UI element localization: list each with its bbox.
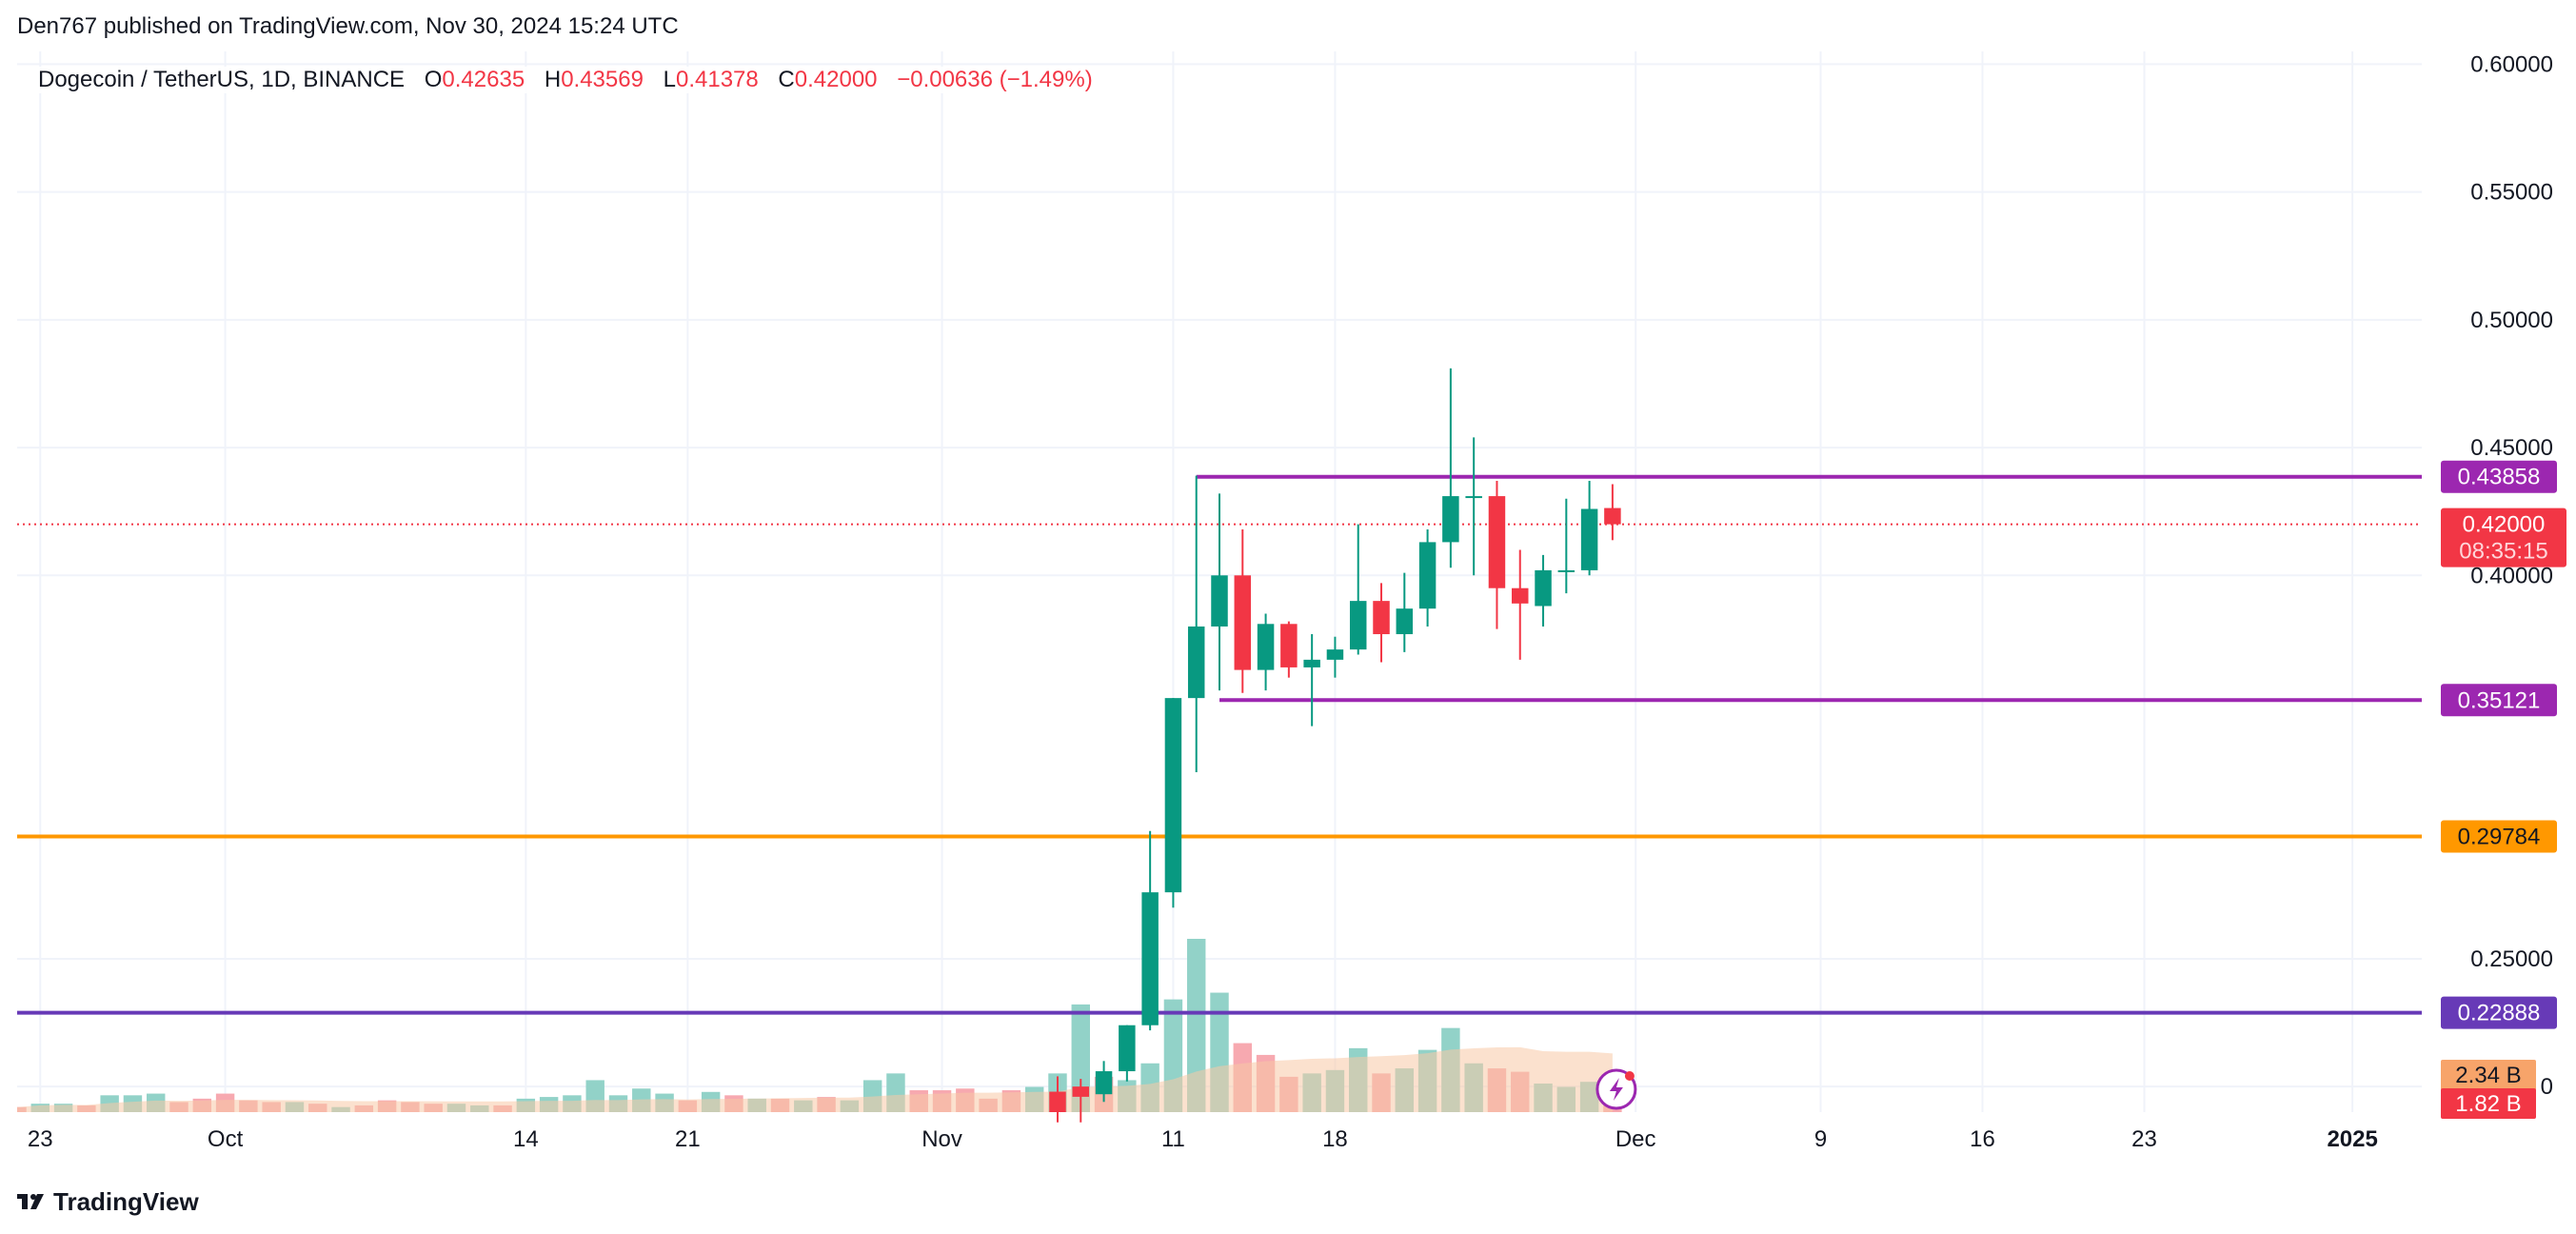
y-tick-label: 0: [2541, 1074, 2553, 1100]
candle-body: [1349, 601, 1367, 650]
y-tick-label: 0.25000: [2470, 946, 2553, 972]
volume-tag: [2441, 1060, 2536, 1090]
candle-body: [1535, 569, 1552, 607]
x-tick-label: 23: [2131, 1126, 2157, 1152]
candle-body: [1512, 587, 1529, 604]
high-value: 0.43569: [561, 67, 644, 92]
lightning-icon[interactable]: [1595, 1068, 1637, 1110]
candle-body: [1211, 575, 1228, 627]
low-label: L: [663, 67, 676, 92]
high-label: H: [544, 67, 562, 92]
last-price-tag: [2441, 508, 2566, 567]
x-tick-label: Oct: [208, 1126, 244, 1152]
ohlc-legend: Dogecoin / TetherUS, 1D, BINANCE O0.4263…: [34, 67, 1097, 93]
level-price-tag: [2441, 460, 2557, 493]
x-tick-label: 2025: [2327, 1126, 2377, 1152]
x-tick-label: 21: [675, 1126, 701, 1152]
candle-body: [1557, 569, 1575, 572]
x-tick-label: 14: [513, 1126, 539, 1152]
close-label: C: [778, 67, 795, 92]
candle-body: [1119, 1025, 1136, 1072]
candle-body: [1373, 601, 1390, 635]
level-price-tag: [2441, 820, 2557, 853]
x-tick-label: 16: [1970, 1126, 1995, 1152]
change-value: −0.00636 (−1.49%): [897, 67, 1093, 92]
x-tick-label: Dec: [1615, 1126, 1656, 1152]
close-value: 0.42000: [794, 67, 878, 92]
level-price-tag-text: 0.35121: [2458, 687, 2541, 713]
x-tick-label: 9: [1814, 1126, 1827, 1152]
symbol-label[interactable]: Dogecoin / TetherUS, 1D, BINANCE: [38, 67, 406, 92]
candle-body: [1280, 624, 1298, 667]
y-tick-label: 0.40000: [2470, 563, 2553, 588]
candle-body: [1141, 892, 1159, 1025]
tradingview-brand[interactable]: TradingView: [17, 1184, 199, 1219]
x-tick-label: 23: [28, 1126, 53, 1152]
publisher-byline: Den767 published on TradingView.com, Nov…: [17, 13, 679, 39]
candle-body: [1580, 508, 1598, 570]
volume-bar: [1071, 1004, 1090, 1112]
y-tick-label: 0.60000: [2470, 51, 2553, 77]
candle-body: [1396, 608, 1414, 635]
volume-bar: [1186, 939, 1206, 1112]
candle-body: [1488, 496, 1506, 588]
candle-body: [1095, 1071, 1113, 1095]
level-price-tag-text: 0.43858: [2458, 465, 2541, 490]
y-tick-label: 0.45000: [2470, 435, 2553, 461]
candle-body: [1072, 1086, 1090, 1097]
level-price-tag-text: 0.22888: [2458, 1001, 2541, 1026]
volume-ma-area: [17, 1046, 1613, 1112]
candle-body: [1604, 508, 1621, 525]
level-price-tag: [2441, 996, 2557, 1029]
last-price-tag-text: 0.42000: [2463, 512, 2546, 538]
x-tick-label: 18: [1322, 1126, 1348, 1152]
y-tick-label: 0.55000: [2470, 180, 2553, 206]
candle-body: [1442, 496, 1459, 543]
level-price-tag: [2441, 684, 2557, 717]
candle-body: [1418, 542, 1437, 609]
y-tick-label: 0.50000: [2470, 308, 2553, 333]
volume-tag-text: 2.34 B: [2455, 1063, 2521, 1088]
candle-body: [1303, 659, 1320, 667]
x-tick-label: 11: [1161, 1126, 1185, 1152]
price-chart[interactable]: 0.60000 0.55000 0.50000 0.45000 0.40000 0.250…: [17, 51, 2576, 1177]
x-tick-label: Nov: [921, 1126, 962, 1152]
candle-body: [1187, 626, 1205, 699]
low-value: 0.41378: [675, 67, 759, 92]
countdown-text: 08:35:15: [2459, 539, 2547, 565]
candle-body: [1326, 649, 1344, 660]
candle-body: [1234, 575, 1252, 670]
open-value: 0.42635: [442, 67, 525, 92]
open-label: O: [424, 67, 443, 92]
level-price-tag-text: 0.29784: [2458, 825, 2541, 850]
candle-body: [1164, 698, 1182, 893]
chart-frame[interactable]: 0.60000 0.55000 0.50000 0.45000 0.40000 0.250…: [17, 51, 2576, 1177]
candle-body: [1465, 496, 1482, 499]
candle-body: [1049, 1091, 1066, 1112]
volume-tag-text: 1.82 B: [2455, 1091, 2521, 1117]
tradingview-logo-icon: [17, 1194, 44, 1209]
candle-body: [1257, 624, 1275, 670]
brand-name: TradingView: [53, 1186, 199, 1216]
volume-tag: [2441, 1088, 2536, 1119]
